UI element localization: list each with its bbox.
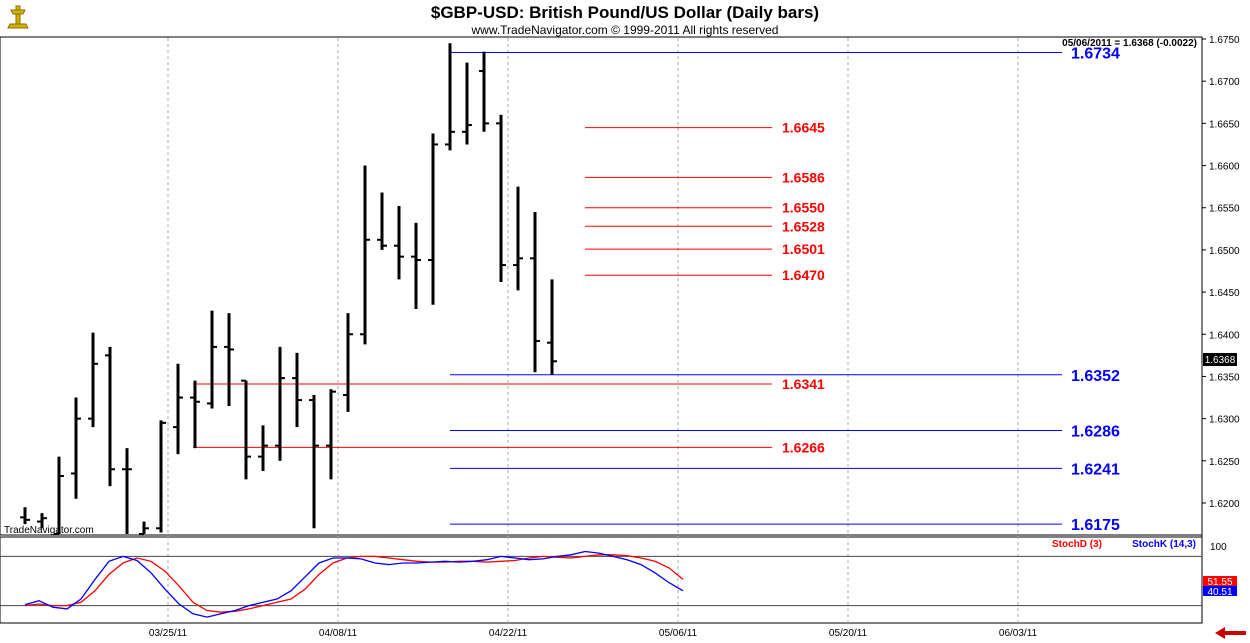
ohlc-bar <box>377 192 387 250</box>
ohlc-bar <box>20 507 30 525</box>
stoch-k-marker <box>1203 586 1237 596</box>
stoch-k-legend: StochK (14,3) <box>1132 539 1196 550</box>
red-level-label: 1.6470 <box>782 267 825 283</box>
price-panel <box>0 36 1203 536</box>
blue-level-label: 1.6352 <box>1071 368 1120 385</box>
last-price-label: 1.6368 <box>1205 355 1236 366</box>
chart-subtitle: www.TradeNavigator.com © 1999-2011 All r… <box>471 23 779 37</box>
ohlc-bar <box>428 133 438 305</box>
ohlc-bar <box>37 513 47 529</box>
ohlc-bar <box>241 379 251 480</box>
red-level-label: 1.6550 <box>782 200 825 216</box>
ohlc-bar <box>190 380 200 449</box>
fibonacci-levels: 1.6645 1.6586 1.6550 1.6528 1.6501 1.6470 1.63… <box>193 45 1120 534</box>
ohlc-bar <box>479 51 489 132</box>
stoch-d-marker <box>1203 576 1237 586</box>
ohlc-bar <box>343 313 353 412</box>
stochastic-oscillator <box>0 550 1202 618</box>
ohlc-bar <box>173 363 183 455</box>
ohlc-bars <box>20 43 557 535</box>
red-level-label: 1.6341 <box>782 376 825 392</box>
last-quote: 05/06/2011 = 1.6368 (-0.0022) <box>1062 38 1197 49</box>
blue-level-label: 1.6286 <box>1071 423 1120 440</box>
stoch-d-line <box>24 554 684 613</box>
ohlc-bar <box>513 186 523 291</box>
date-tick-label: 03/25/11 <box>149 628 188 639</box>
ohlc-bar <box>275 346 285 461</box>
blue-level-label: 1.6175 <box>1071 517 1120 534</box>
price-axis: 1.6750 1.6700 1.6650 1.6600 1.6550 1.6500 1.64… <box>1202 35 1240 510</box>
stoch-d-value: 51.55 <box>1207 577 1232 588</box>
price-tick-label: 1.6650 <box>1209 119 1240 130</box>
ohlc-bar <box>445 43 455 151</box>
date-tick-label: 05/06/11 <box>659 628 698 639</box>
watermark: TradeNavigator.com <box>4 525 94 536</box>
ohlc-bar <box>292 352 302 428</box>
price-tick-label: 1.6700 <box>1209 77 1240 88</box>
price-tick-label: 1.6550 <box>1209 204 1240 215</box>
stoch-axis-100: 100 <box>1210 542 1227 553</box>
red-level-label: 1.6586 <box>782 169 825 185</box>
ohlc-bar <box>326 389 336 480</box>
price-tick-label: 1.6350 <box>1209 372 1240 383</box>
ohlc-bar <box>88 332 98 428</box>
ohlc-bar <box>309 395 319 529</box>
trade-navigator-logo <box>4 2 32 32</box>
price-tick-label: 1.6250 <box>1209 457 1240 468</box>
ohlc-bar <box>54 456 64 535</box>
date-axis: 03/25/11 04/08/11 04/22/11 05/06/11 05/20/11… <box>149 628 1038 639</box>
ohlc-bar <box>122 448 132 534</box>
date-grid <box>167 38 1019 623</box>
red-level-label: 1.6645 <box>782 120 825 136</box>
price-tick-label: 1.6600 <box>1209 162 1240 173</box>
ohlc-bar <box>207 310 217 409</box>
ohlc-bar <box>530 211 540 373</box>
red-level-label: 1.6266 <box>782 439 825 455</box>
ohlc-bar <box>105 346 115 487</box>
ohlc-bar <box>394 206 404 280</box>
ohlc-bar <box>547 279 557 375</box>
price-tick-label: 1.6750 <box>1209 35 1240 46</box>
ohlc-bar <box>496 114 506 282</box>
price-tick-label: 1.6400 <box>1209 330 1240 341</box>
indicator-panel <box>0 536 1203 624</box>
last-price-marker <box>1203 353 1237 366</box>
date-tick-label: 04/22/11 <box>489 628 528 639</box>
ohlc-bar <box>360 165 370 345</box>
ohlc-bar <box>224 313 234 406</box>
date-tick-label: 06/03/11 <box>999 628 1038 639</box>
price-tick-label: 1.6450 <box>1209 288 1240 299</box>
ohlc-bar <box>411 222 421 309</box>
blue-level-label: 1.6734 <box>1071 45 1120 62</box>
scroll-right-arrow-icon[interactable] <box>1212 626 1248 640</box>
ohlc-bar <box>156 420 166 533</box>
price-tick-label: 1.6300 <box>1209 415 1240 426</box>
stoch-d-legend: StochD (3) <box>1052 539 1102 550</box>
stoch-k-line <box>24 550 684 618</box>
ohlc-bar <box>139 521 149 535</box>
ohlc-bar <box>462 62 472 145</box>
price-tick-label: 1.6500 <box>1209 246 1240 257</box>
date-tick-label: 05/20/11 <box>829 628 868 639</box>
date-tick-label: 04/08/11 <box>319 628 358 639</box>
ohlc-bar <box>258 425 268 471</box>
blue-level-label: 1.6241 <box>1071 461 1120 478</box>
red-level-label: 1.6501 <box>782 241 825 257</box>
chart-title: $GBP-USD: British Pound/US Dollar (Daily… <box>431 3 819 22</box>
stoch-k-value: 40.51 <box>1207 587 1232 598</box>
price-tick-label: 1.6200 <box>1209 499 1240 510</box>
ohlc-bar <box>71 397 81 499</box>
red-level-label: 1.6528 <box>782 218 825 234</box>
